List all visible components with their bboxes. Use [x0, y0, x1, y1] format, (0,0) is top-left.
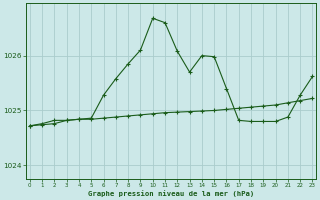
X-axis label: Graphe pression niveau de la mer (hPa): Graphe pression niveau de la mer (hPa)	[88, 190, 254, 197]
